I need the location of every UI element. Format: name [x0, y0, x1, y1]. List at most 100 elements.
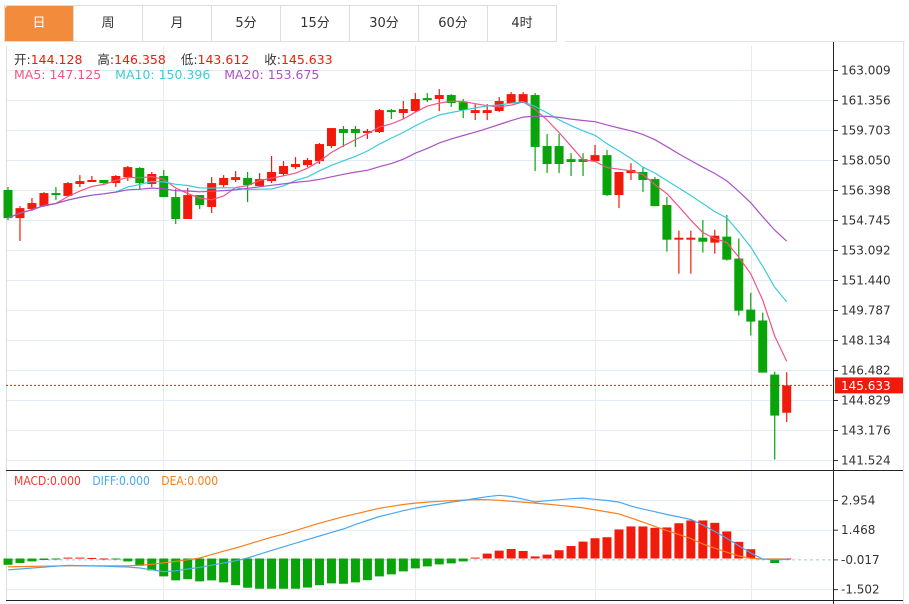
- macd-bar: [530, 556, 540, 559]
- macd-bar: [662, 527, 672, 559]
- macd-tick-label: 2.954: [841, 494, 875, 508]
- macd-bar: [362, 558, 372, 581]
- tab-4hour[interactable]: 4时: [488, 6, 557, 42]
- price-tick-label: 141.524: [841, 454, 891, 468]
- candle-body: [626, 170, 636, 174]
- candle: [338, 126, 348, 147]
- macd-bar: [111, 558, 121, 560]
- candle-body: [75, 181, 85, 184]
- candle-body: [530, 95, 540, 147]
- candle-body: [758, 320, 768, 373]
- macd-bar: [303, 558, 312, 588]
- macd-bar: [554, 550, 564, 559]
- tab-60min[interactable]: 60分: [419, 6, 488, 42]
- candle: [458, 99, 468, 119]
- macd-bar: [650, 527, 660, 559]
- candle-body: [782, 385, 792, 413]
- macd-bar: [314, 558, 324, 586]
- current-price-label: 145.633: [841, 379, 891, 393]
- candle-body: [362, 130, 372, 133]
- ma5-value: MA5: 147.125: [14, 67, 102, 82]
- period-tabs: 日 周 月 5分 15分 30分 60分 4时: [4, 5, 557, 42]
- ma-info: MA5: 147.125 MA10: 150.396 MA20: 153.675: [14, 67, 329, 82]
- macd-info: MACD:0.000 DIFF:0.000 DEA:0.000: [14, 474, 226, 488]
- ma20-value: MA20: 153.675: [224, 67, 320, 82]
- macd-bar: [446, 558, 456, 564]
- candle-body: [446, 95, 456, 104]
- macd-bar: [626, 526, 636, 559]
- candle: [27, 197, 37, 212]
- candle-body: [422, 98, 432, 101]
- candle: [350, 126, 360, 147]
- candle: [410, 93, 420, 113]
- candle-body: [494, 101, 504, 112]
- tab-day[interactable]: 日: [5, 6, 74, 42]
- candle-body: [350, 128, 360, 133]
- close-value: 145.633: [280, 52, 333, 67]
- candle-body: [267, 171, 277, 182]
- candle: [63, 181, 73, 196]
- candle-body: [614, 171, 624, 196]
- candle-body: [698, 237, 708, 242]
- candle-body: [566, 159, 576, 163]
- candle-body: [63, 183, 73, 196]
- macd-bar: [123, 558, 133, 562]
- macd-bar: [207, 558, 217, 581]
- candle-body: [386, 110, 396, 113]
- candle-body: [147, 173, 157, 184]
- candle: [662, 197, 672, 252]
- macd-bar: [195, 558, 205, 582]
- macd-bar: [506, 549, 516, 559]
- ma10-line: [7, 101, 788, 303]
- candle-body: [171, 197, 181, 220]
- macd-bar: [51, 558, 61, 560]
- candle: [374, 109, 384, 133]
- tab-5min[interactable]: 5分: [212, 6, 281, 42]
- ma5-line: [7, 100, 788, 362]
- candle: [291, 157, 301, 170]
- candle: [303, 158, 312, 168]
- candle-body: [87, 179, 97, 182]
- macd-value: MACD:0.000: [14, 474, 81, 488]
- high-label: 高:: [97, 52, 115, 67]
- candle-body: [602, 155, 612, 196]
- candle: [506, 92, 516, 104]
- candle: [159, 170, 169, 198]
- macd-bar: [542, 554, 552, 559]
- candle-body: [135, 168, 145, 184]
- tab-15min[interactable]: 15分: [281, 6, 350, 42]
- macd-bar: [3, 558, 13, 565]
- open-label: 开:: [14, 52, 31, 67]
- candle-body: [123, 167, 133, 178]
- candle-body: [314, 144, 324, 162]
- candle-body: [255, 179, 265, 186]
- macd-bar: [566, 546, 576, 559]
- candle: [279, 161, 289, 176]
- macd-bar: [722, 531, 732, 559]
- candle: [566, 153, 576, 176]
- tab-30min[interactable]: 30分: [350, 6, 419, 42]
- candle: [231, 171, 241, 182]
- ma20-line: [7, 115, 788, 242]
- candle: [626, 163, 636, 180]
- candle-body: [231, 177, 241, 180]
- candle: [602, 150, 612, 196]
- tab-divider: [565, 41, 905, 42]
- tab-week[interactable]: 周: [74, 6, 143, 42]
- close-label: 收:: [264, 52, 281, 67]
- candle: [722, 215, 732, 261]
- tab-month[interactable]: 月: [143, 6, 212, 42]
- candle-body: [722, 236, 732, 260]
- low-value: 143.612: [197, 52, 250, 67]
- macd-bar: [87, 558, 97, 560]
- candle: [782, 372, 792, 423]
- candle-body: [470, 110, 480, 114]
- macd-bar: [75, 557, 85, 559]
- candle-body: [746, 309, 756, 322]
- candle: [243, 171, 253, 203]
- price-tick-label: 161.356: [841, 94, 891, 108]
- candle-body: [554, 146, 564, 165]
- candle-body: [183, 195, 193, 220]
- candle-body: [434, 95, 444, 100]
